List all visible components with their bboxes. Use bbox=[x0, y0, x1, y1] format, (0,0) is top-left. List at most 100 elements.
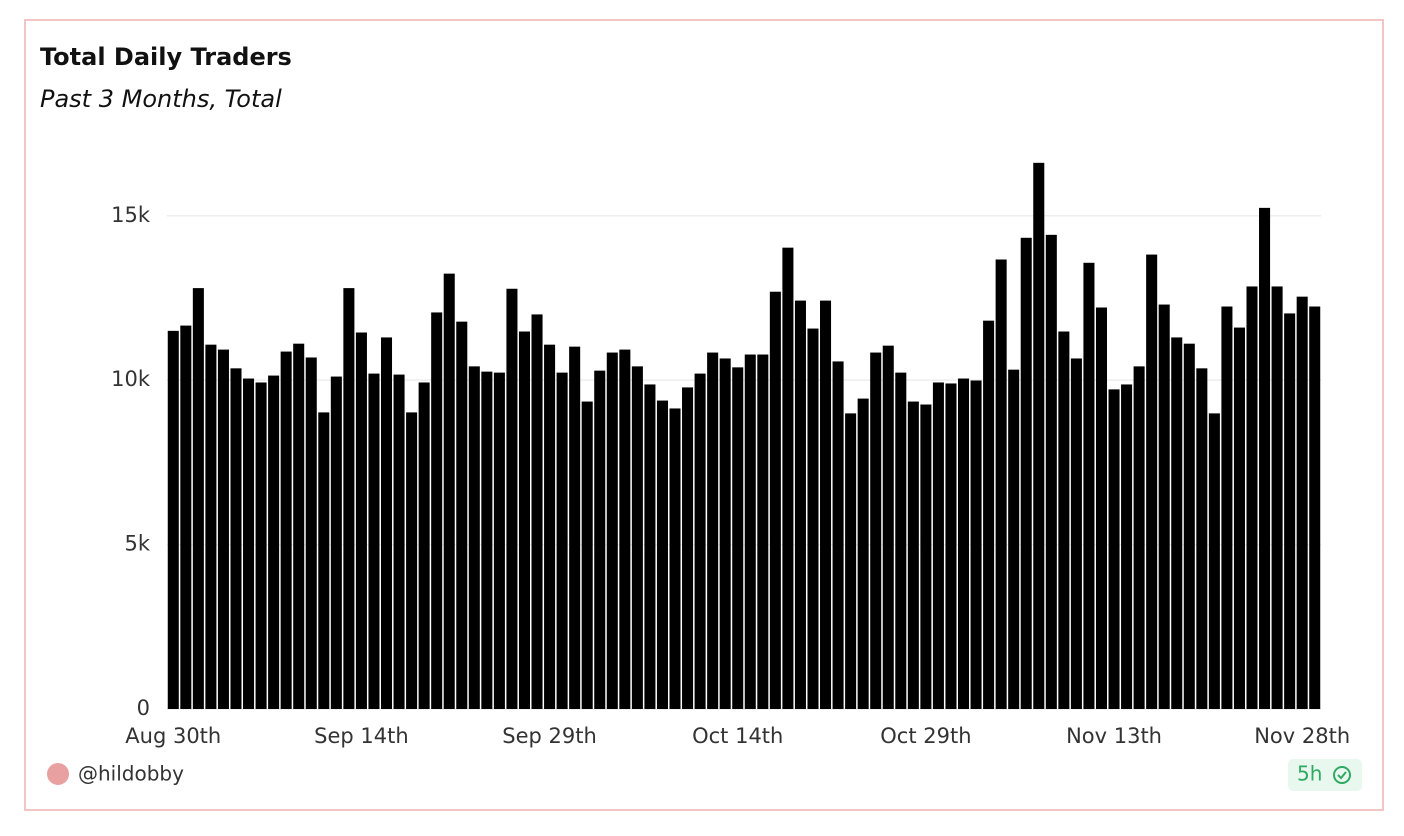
bar bbox=[1045, 234, 1057, 709]
bar bbox=[293, 343, 305, 709]
bar bbox=[192, 288, 204, 709]
plot: 0 5k 10k 15k Aug 30th Sep 14th Sep 29th Oct 14t… bbox=[111, 162, 1350, 748]
bar bbox=[318, 412, 330, 709]
bar bbox=[1121, 384, 1133, 709]
bar bbox=[1246, 286, 1258, 709]
bar bbox=[1259, 207, 1271, 710]
bar bbox=[594, 370, 606, 709]
bar bbox=[305, 357, 317, 709]
bar bbox=[895, 372, 907, 709]
bar bbox=[782, 247, 794, 709]
bar bbox=[719, 358, 731, 709]
bar bbox=[644, 384, 656, 709]
bar bbox=[255, 382, 267, 709]
bar bbox=[531, 314, 543, 709]
y-tick-label: 15k bbox=[111, 203, 151, 227]
bar bbox=[230, 368, 242, 709]
bar bbox=[468, 366, 480, 709]
bar bbox=[380, 337, 393, 709]
bar bbox=[970, 380, 982, 709]
bar bbox=[794, 300, 806, 709]
bar bbox=[983, 320, 995, 709]
bar bbox=[1058, 331, 1070, 709]
x-tick-label: Nov 28th bbox=[1254, 724, 1350, 748]
bar bbox=[243, 378, 255, 709]
bar bbox=[857, 398, 869, 709]
bar bbox=[1158, 304, 1170, 709]
bar bbox=[506, 288, 518, 709]
bar bbox=[1309, 306, 1321, 709]
bar bbox=[355, 332, 367, 709]
bar bbox=[932, 382, 944, 709]
bar bbox=[493, 372, 505, 709]
bar bbox=[1008, 369, 1020, 709]
bar bbox=[1095, 307, 1108, 709]
bar bbox=[418, 382, 430, 709]
y-tick-label: 0 bbox=[137, 696, 150, 720]
x-tick-label: Sep 29th bbox=[502, 724, 597, 748]
bar bbox=[1271, 286, 1283, 709]
bar bbox=[368, 373, 380, 709]
bar bbox=[832, 361, 844, 709]
x-tick-label: Sep 14th bbox=[314, 724, 409, 748]
bar bbox=[406, 412, 418, 709]
bar bbox=[1196, 368, 1208, 709]
chart-subtitle: Past 3 Months, Total bbox=[40, 85, 282, 113]
bar bbox=[732, 367, 744, 709]
bar bbox=[1133, 366, 1145, 709]
x-tick-label: Nov 13th bbox=[1066, 724, 1162, 748]
y-tick-label: 10k bbox=[111, 367, 151, 391]
bar bbox=[907, 401, 919, 709]
bar bbox=[180, 325, 192, 709]
bar bbox=[544, 344, 556, 709]
bar bbox=[656, 400, 668, 709]
bar bbox=[957, 378, 970, 709]
age: 5h bbox=[1297, 762, 1322, 786]
bar bbox=[1284, 313, 1296, 709]
bar bbox=[217, 349, 229, 709]
bar bbox=[1171, 337, 1183, 709]
bar bbox=[707, 352, 719, 709]
bar bbox=[694, 373, 706, 709]
bar bbox=[619, 349, 631, 709]
bar bbox=[682, 387, 694, 709]
bar bbox=[581, 401, 593, 709]
x-tick-label: Aug 30th bbox=[125, 724, 221, 748]
avatar bbox=[47, 763, 69, 785]
check-icon bbox=[1333, 766, 1351, 784]
bar bbox=[268, 375, 280, 709]
bar bbox=[1296, 296, 1308, 709]
bar bbox=[393, 374, 405, 709]
bar bbox=[518, 331, 531, 709]
y-tick-label: 5k bbox=[124, 532, 150, 556]
bar bbox=[569, 346, 581, 709]
x-tick-label: Oct 14th bbox=[692, 724, 783, 748]
bar bbox=[1033, 162, 1045, 710]
bar bbox=[456, 321, 468, 709]
bar bbox=[1233, 327, 1245, 709]
bar bbox=[820, 300, 832, 709]
bar bbox=[1108, 389, 1120, 709]
bar bbox=[606, 352, 618, 709]
bar bbox=[431, 312, 443, 709]
bar bbox=[167, 330, 179, 709]
bar bbox=[1183, 343, 1195, 709]
bar bbox=[757, 354, 769, 709]
bar bbox=[1020, 237, 1032, 709]
bar bbox=[845, 413, 857, 709]
bar bbox=[556, 372, 568, 709]
bar bbox=[1146, 254, 1158, 709]
bar bbox=[343, 288, 355, 709]
bar bbox=[481, 371, 493, 709]
bar bbox=[744, 354, 756, 709]
chart-title: Total Daily Traders bbox=[40, 43, 292, 71]
bar bbox=[807, 328, 819, 709]
bar bbox=[995, 259, 1007, 709]
author: @hildobby bbox=[78, 762, 184, 786]
bar bbox=[1070, 358, 1082, 709]
bar bbox=[882, 345, 894, 709]
bar bbox=[1221, 306, 1233, 709]
bar bbox=[769, 291, 781, 709]
